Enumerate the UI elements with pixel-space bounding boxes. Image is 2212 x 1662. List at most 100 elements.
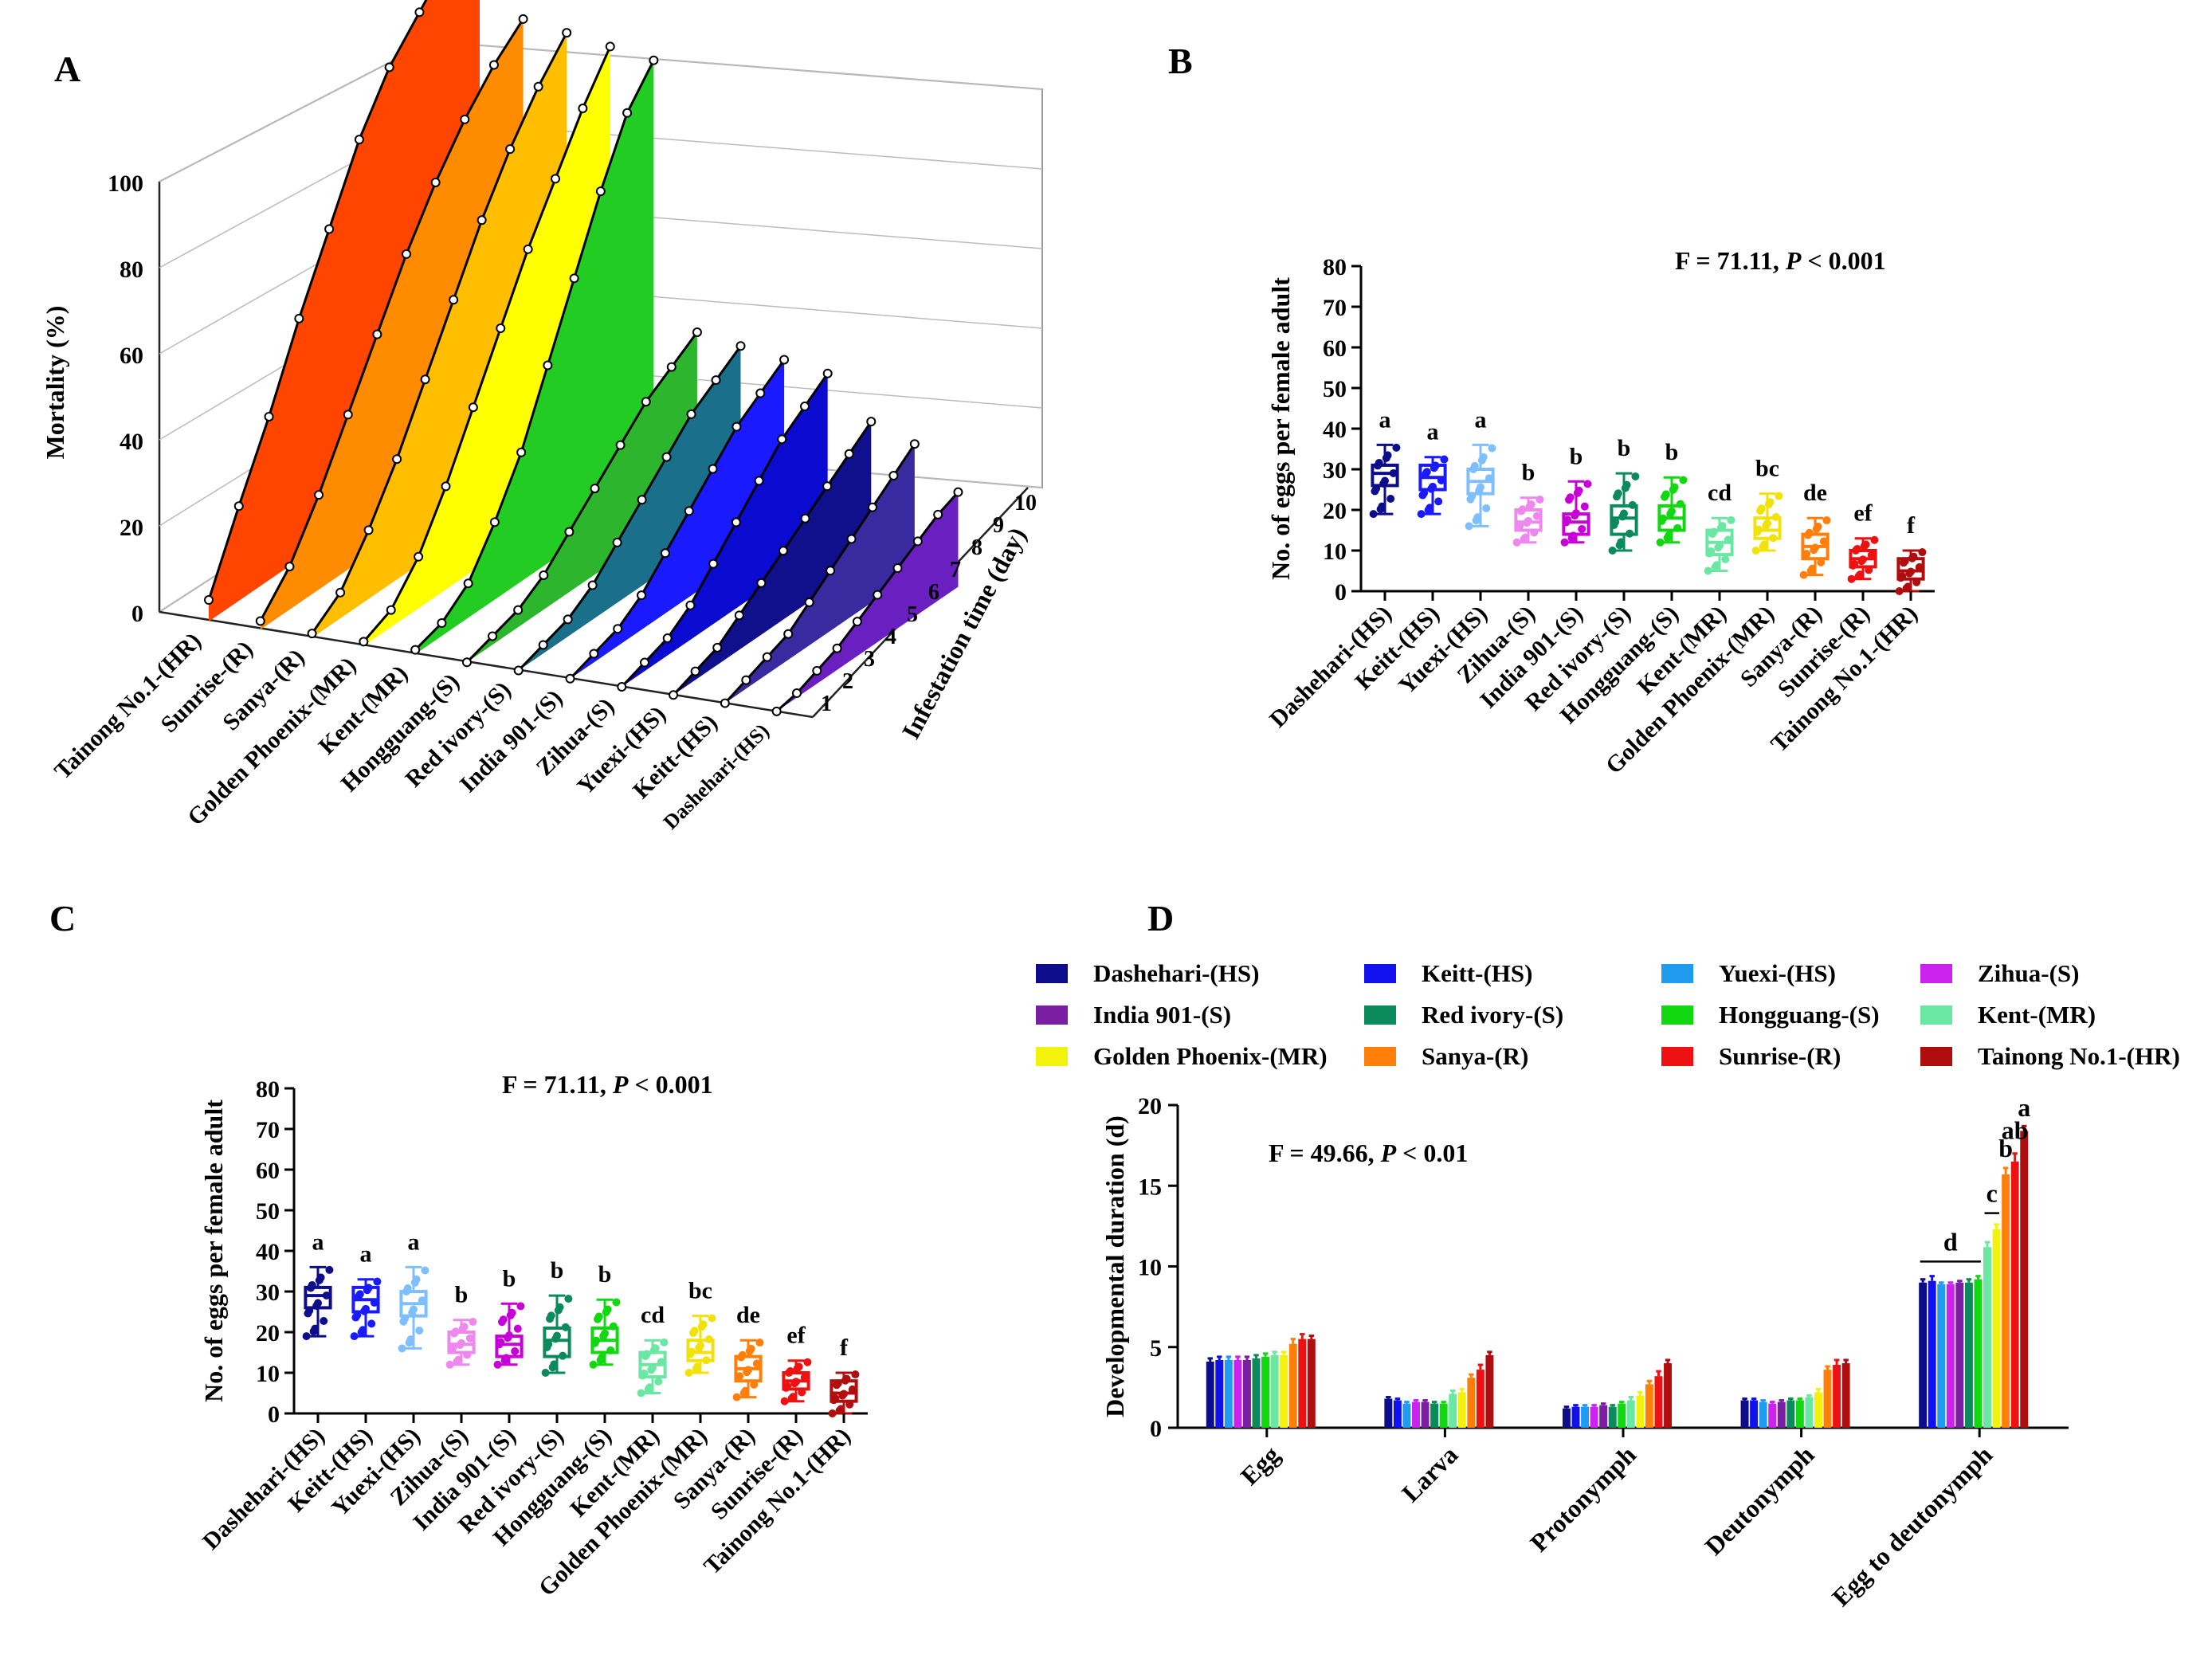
box-point — [845, 1400, 854, 1409]
box-point — [495, 1340, 504, 1349]
day-tick-label: 3 — [864, 647, 875, 672]
box-point — [1756, 507, 1764, 515]
box-point — [1762, 521, 1771, 530]
y-tick-label: 80 — [120, 257, 143, 283]
box-point — [511, 1346, 520, 1355]
y-tick-label: 5 — [1150, 1335, 1162, 1362]
bar-red-ivory-s — [1786, 1400, 1795, 1428]
box-point — [695, 1343, 704, 1352]
bar-dashehari-hs — [1384, 1398, 1393, 1428]
data-point — [866, 417, 877, 427]
data-point — [563, 614, 573, 625]
day-tick-label: 2 — [842, 669, 853, 694]
data-point — [852, 617, 862, 627]
box-point — [1751, 547, 1760, 555]
box-point — [360, 1307, 369, 1315]
data-point — [410, 645, 421, 655]
data-point — [430, 177, 441, 187]
y-tick-label: 20 — [256, 1320, 280, 1346]
box-point — [1724, 535, 1732, 544]
box-point — [1669, 485, 1677, 494]
box-point — [445, 1360, 454, 1369]
sig-letter: b — [1665, 439, 1679, 465]
sig-letter: ef — [786, 1323, 806, 1349]
bar-red-ivory-s — [1430, 1403, 1439, 1428]
ribbon-line-dashehari-hs — [775, 491, 959, 712]
data-point — [496, 323, 506, 334]
box-point — [686, 1350, 695, 1358]
box-point — [357, 1328, 366, 1337]
data-point — [414, 551, 424, 562]
data-point — [720, 698, 730, 708]
box-point — [1799, 570, 1808, 579]
box-point — [1472, 516, 1481, 525]
y-tick-label: 10 — [1138, 1255, 1162, 1281]
sig-letter: b — [598, 1261, 612, 1288]
box-point — [1469, 465, 1477, 473]
data-point — [513, 665, 524, 676]
box-point — [1908, 554, 1916, 562]
box-point — [1578, 524, 1586, 533]
box-point — [800, 1373, 809, 1382]
x-tick-label: Deutonymph — [1699, 1440, 1819, 1560]
data-point — [488, 631, 498, 641]
y-axis-title: Developmental duration (d) — [1100, 1115, 1129, 1417]
box-point — [1610, 521, 1618, 530]
bar-keitt-hs — [1215, 1359, 1224, 1428]
legend-label: Golden Phoenix-(MR) — [1093, 1042, 1328, 1070]
bar-kent-mr — [1626, 1400, 1635, 1428]
sig-letter: b — [1570, 443, 1583, 469]
box-point — [743, 1368, 751, 1377]
data-point — [686, 409, 696, 419]
bar-india-901-s — [1242, 1359, 1251, 1428]
data-point — [569, 273, 579, 284]
box-point — [1580, 502, 1589, 511]
legend-label: Yuexi-(HS) — [1719, 959, 1836, 987]
data-point — [255, 616, 265, 626]
data-point — [873, 590, 883, 600]
data-point — [533, 81, 543, 92]
box-point — [408, 1308, 417, 1317]
bar-kent-mr — [1983, 1247, 1991, 1428]
box-point — [732, 1393, 741, 1401]
p-value: < 0.001 — [628, 1070, 712, 1099]
box-point — [1852, 547, 1860, 555]
legend-swatch-sanya-r — [1364, 1047, 1396, 1066]
data-point — [771, 706, 782, 716]
sig-letter: b — [1618, 435, 1631, 461]
data-point — [892, 562, 903, 573]
data-point — [612, 537, 622, 547]
bar-hongguang-s — [1261, 1356, 1270, 1428]
box-point — [684, 1369, 693, 1377]
box-point — [637, 1389, 645, 1397]
y-tick-label: 10 — [256, 1361, 280, 1387]
box-point — [1663, 534, 1672, 543]
box-point — [704, 1335, 713, 1343]
ribbon-line-tainong-no-1-hr — [207, 0, 428, 601]
box-point — [790, 1379, 799, 1388]
box-point — [1905, 569, 1914, 578]
box-point — [1915, 562, 1924, 571]
grid-line — [429, 41, 1043, 90]
box-point — [1562, 518, 1571, 527]
data-point — [307, 629, 317, 639]
data-point — [615, 440, 626, 450]
sig-letter: a — [408, 1229, 420, 1255]
bar-india-901-s — [1421, 1401, 1430, 1428]
y-tick-label: 0 — [1335, 579, 1347, 606]
box-point — [1857, 557, 1866, 566]
data-point — [756, 578, 767, 588]
data-point — [233, 501, 244, 512]
bar-red-ivory-s — [1964, 1282, 1973, 1428]
data-point — [754, 476, 764, 486]
box-point — [1895, 587, 1904, 595]
box-point — [1517, 507, 1525, 515]
box-point — [350, 1332, 359, 1341]
data-point — [402, 249, 412, 259]
sig-letter: b — [1998, 1134, 2013, 1162]
data-point — [799, 402, 810, 412]
data-point — [587, 580, 598, 590]
box-point — [373, 1277, 382, 1286]
panel-label-a: A — [54, 49, 80, 89]
